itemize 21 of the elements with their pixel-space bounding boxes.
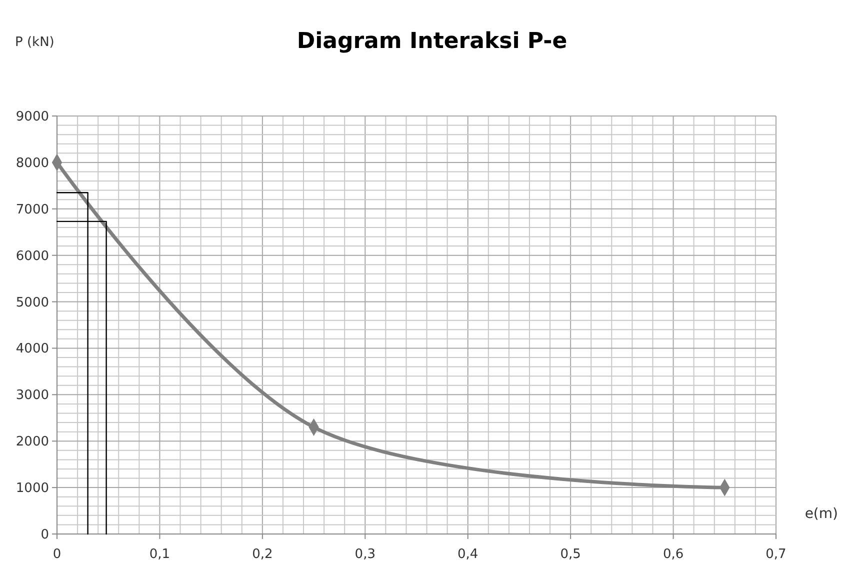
- x-tick-label: 0,6: [662, 547, 684, 562]
- x-tick-label: 0,2: [252, 547, 273, 562]
- y-tick-label: 6000: [16, 248, 49, 264]
- x-tick-label: 0,4: [458, 547, 478, 562]
- x-tick-label: 0,5: [560, 547, 581, 562]
- y-axis-title: P (kN): [15, 35, 54, 50]
- y-tick-label: 9000: [16, 110, 49, 124]
- x-tick-label: 0,7: [766, 547, 786, 562]
- x-axis-title: e(m): [804, 506, 838, 522]
- y-tick-label: 5000: [16, 295, 49, 310]
- y-tick-label: 7000: [16, 202, 49, 218]
- y-tick-label: 1000: [16, 481, 49, 496]
- x-tick-label: 0,3: [354, 547, 376, 562]
- x-tick-label: 0,1: [149, 547, 170, 562]
- chart-title: Diagram Interaksi P-e: [296, 29, 568, 54]
- y-tick-label: 0: [40, 528, 49, 542]
- y-tick-label: 8000: [16, 156, 49, 171]
- y-tick-label: 3000: [16, 388, 49, 404]
- y-tick-label: 2000: [16, 434, 49, 450]
- x-tick-label: 0: [52, 547, 62, 562]
- y-tick-label: 4000: [16, 342, 49, 357]
